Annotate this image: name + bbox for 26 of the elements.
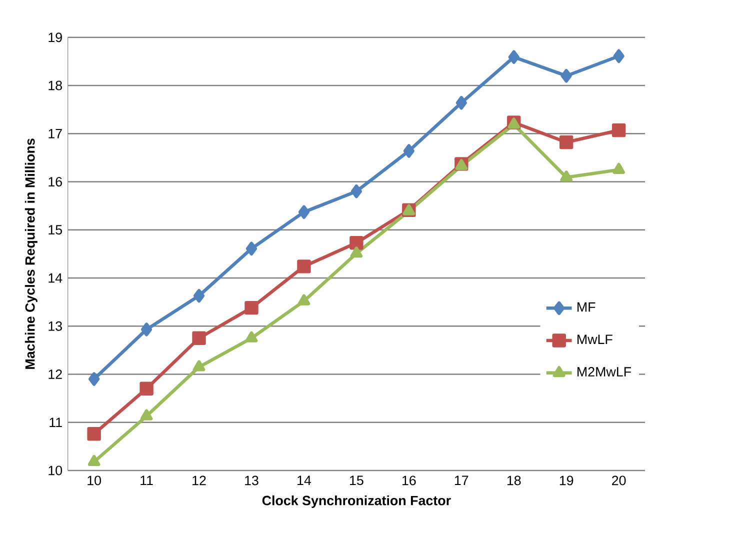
x-tick-label: 16 bbox=[402, 476, 416, 486]
x-tick-label: 17 bbox=[454, 476, 468, 485]
x-tick-label: 19 bbox=[560, 476, 574, 486]
y-tick-label: 14 bbox=[48, 273, 62, 283]
y-tick-label: 17 bbox=[48, 128, 62, 138]
x-tick-label: 14 bbox=[298, 476, 312, 485]
y-tick-label: 19 bbox=[48, 32, 62, 42]
x-tick-label: 11 bbox=[140, 476, 153, 485]
y-tick-label: 12 bbox=[48, 370, 62, 379]
y-tick-label: 11 bbox=[50, 418, 62, 427]
legend-label: MF bbox=[578, 302, 596, 312]
x-tick-label: 12 bbox=[192, 476, 206, 486]
x-tick-label: 13 bbox=[245, 476, 258, 486]
y-tick-label: 15 bbox=[48, 225, 62, 235]
legend-label: M2MwLF bbox=[578, 367, 631, 376]
x-tick-label: 10 bbox=[88, 476, 101, 486]
y-tick-label: 18 bbox=[48, 80, 62, 90]
x-axis-title: Clock Synchronization Factor bbox=[262, 495, 451, 508]
y-tick-label: 13 bbox=[48, 321, 62, 331]
x-tick-label: 20 bbox=[612, 476, 626, 486]
y-axis-title: Machine Cycles Required in Millions bbox=[24, 138, 38, 369]
x-tick-label: 18 bbox=[507, 476, 521, 486]
x-tick-label: 15 bbox=[350, 476, 364, 486]
legend-label: MwLF bbox=[578, 334, 612, 344]
y-tick-label: 10 bbox=[48, 466, 62, 476]
y-tick-label: 16 bbox=[48, 176, 62, 186]
